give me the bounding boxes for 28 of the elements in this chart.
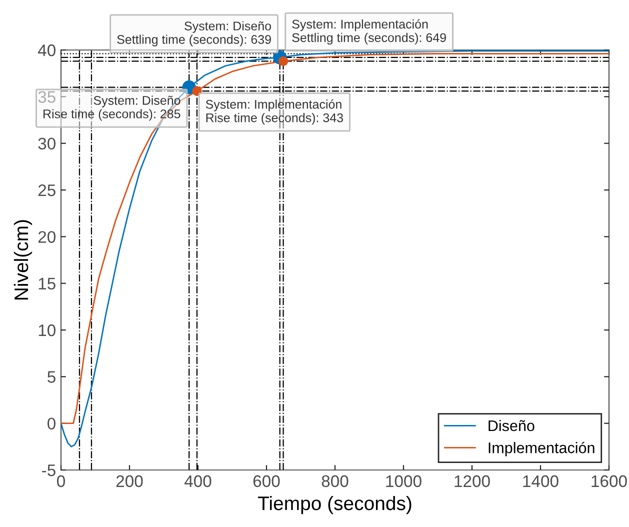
legend-label: Implementación xyxy=(488,442,594,456)
y-tick-label: 30 xyxy=(38,138,56,150)
y-tick-label: 15 xyxy=(38,278,56,290)
x-tick-label: 1200 xyxy=(454,475,490,488)
y-tick-label: 25 xyxy=(38,184,56,196)
annotation: System: Diseño Settling time (seconds): 639 xyxy=(117,21,272,46)
y-tick-label: 20 xyxy=(38,231,56,243)
annotation: System: Implementación Rise time (seconds): 343 xyxy=(206,99,344,125)
point xyxy=(182,80,196,94)
y-tick-label: 40 xyxy=(38,44,56,56)
x-tick-label: 1600 xyxy=(592,475,627,488)
x-tick-label: 400 xyxy=(184,475,212,488)
x-tick-label: 1400 xyxy=(523,475,558,488)
x-tick-label: 1000 xyxy=(386,475,422,488)
x-tick-label: 600 xyxy=(253,475,280,488)
x-tick-label: 0 xyxy=(57,475,65,488)
y-tick-label: -5 xyxy=(42,464,56,476)
y-axis-title: Nivel(cm) xyxy=(14,220,32,300)
y-tick-label: 0 xyxy=(48,418,56,430)
y-tick-label: 5 xyxy=(48,371,56,383)
legend-label: Diseño xyxy=(488,420,534,432)
x-axis-title: Tiempo (seconds) xyxy=(258,496,412,514)
x-tick-label: 200 xyxy=(116,475,143,488)
x-tick-label: 800 xyxy=(322,475,348,488)
y-tick-label: 10 xyxy=(38,324,56,336)
point xyxy=(192,86,202,96)
y-tick-label: 35 xyxy=(38,91,56,103)
annotation: System: Implementación Settling time (seconds): 649 xyxy=(292,19,446,45)
